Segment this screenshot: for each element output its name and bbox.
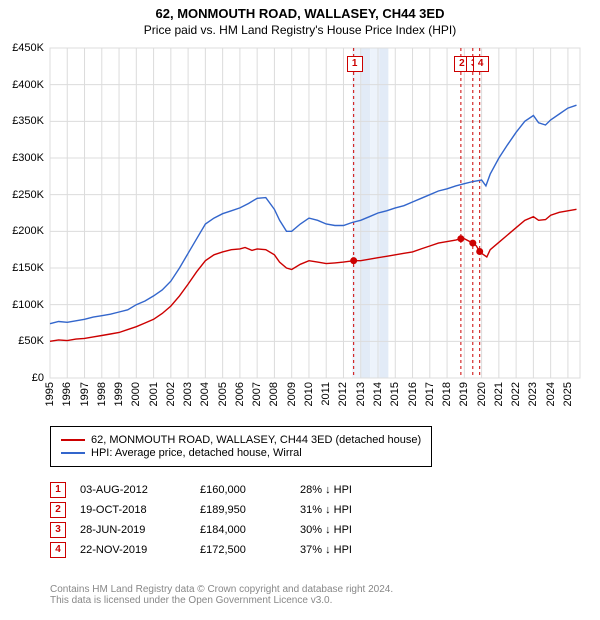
y-axis-label: £0 xyxy=(32,372,44,384)
x-axis-label: 2011 xyxy=(320,382,332,406)
event-number-box: 3 xyxy=(50,522,66,538)
x-axis-label: 2015 xyxy=(389,382,401,406)
x-axis-label: 2020 xyxy=(476,382,488,406)
x-axis-label: 2003 xyxy=(182,382,194,406)
legend-swatch xyxy=(61,439,85,441)
x-axis-label: 1997 xyxy=(79,382,91,406)
legend: 62, MONMOUTH ROAD, WALLASEY, CH44 3ED (d… xyxy=(50,426,432,467)
event-diff: 28% ↓ HPI xyxy=(300,484,400,496)
footer-line-2: This data is licensed under the Open Gov… xyxy=(50,595,393,606)
legend-label: 62, MONMOUTH ROAD, WALLASEY, CH44 3ED (d… xyxy=(91,434,421,446)
x-axis-label: 2001 xyxy=(148,382,160,406)
event-number-box: 2 xyxy=(50,502,66,518)
x-axis-label: 2012 xyxy=(337,382,349,406)
event-callout: 1 xyxy=(347,56,363,72)
price-chart xyxy=(0,0,590,388)
event-date: 22-NOV-2019 xyxy=(80,544,200,556)
y-axis-label: £350K xyxy=(12,115,44,127)
x-axis-label: 1998 xyxy=(96,382,108,406)
event-row: 1 03-AUG-2012£160,00028% ↓ HPI xyxy=(50,482,400,498)
x-axis-label: 1995 xyxy=(44,382,56,406)
event-row: 4 22-NOV-2019£172,50037% ↓ HPI xyxy=(50,542,400,558)
x-axis-label: 2010 xyxy=(303,382,315,406)
x-axis-label: 1996 xyxy=(61,382,73,406)
x-axis-label: 2023 xyxy=(527,382,539,406)
legend-item: HPI: Average price, detached house, Wirr… xyxy=(61,447,421,459)
legend-item: 62, MONMOUTH ROAD, WALLASEY, CH44 3ED (d… xyxy=(61,434,421,446)
event-date: 19-OCT-2018 xyxy=(80,504,200,516)
event-price: £172,500 xyxy=(200,544,300,556)
y-axis-label: £150K xyxy=(12,262,44,274)
x-axis-label: 2004 xyxy=(199,382,211,406)
x-axis-label: 2006 xyxy=(234,382,246,406)
x-axis-label: 1999 xyxy=(113,382,125,406)
chart-container: { "layout":{ "plot":{"left":50,"top":48,… xyxy=(0,0,600,620)
x-axis-label: 2016 xyxy=(407,382,419,406)
x-axis-label: 2019 xyxy=(458,382,470,406)
event-diff: 37% ↓ HPI xyxy=(300,544,400,556)
event-price: £184,000 xyxy=(200,524,300,536)
x-axis-label: 2007 xyxy=(251,382,263,406)
y-axis-label: £200K xyxy=(12,225,44,237)
event-price: £189,950 xyxy=(200,504,300,516)
y-axis-label: £250K xyxy=(12,189,44,201)
y-axis-label: £400K xyxy=(12,79,44,91)
x-axis-label: 2025 xyxy=(562,382,574,406)
event-date: 28-JUN-2019 xyxy=(80,524,200,536)
y-axis-label: £450K xyxy=(12,42,44,54)
x-axis-label: 2013 xyxy=(355,382,367,406)
footer-line-1: Contains HM Land Registry data © Crown c… xyxy=(50,584,393,595)
x-axis-label: 2018 xyxy=(441,382,453,406)
x-axis-label: 2014 xyxy=(372,382,384,406)
event-diff: 30% ↓ HPI xyxy=(300,524,400,536)
event-row: 2 19-OCT-2018£189,95031% ↓ HPI xyxy=(50,502,400,518)
x-axis-label: 2009 xyxy=(286,382,298,406)
event-number-box: 4 xyxy=(50,542,66,558)
x-axis-label: 2022 xyxy=(510,382,522,406)
event-number-box: 1 xyxy=(50,482,66,498)
x-axis-label: 2017 xyxy=(424,382,436,406)
x-axis-label: 2000 xyxy=(130,382,142,406)
y-axis-label: £300K xyxy=(12,152,44,164)
event-row: 3 28-JUN-2019£184,00030% ↓ HPI xyxy=(50,522,400,538)
x-axis-label: 2008 xyxy=(268,382,280,406)
x-axis-label: 2021 xyxy=(493,382,505,406)
event-diff: 31% ↓ HPI xyxy=(300,504,400,516)
legend-label: HPI: Average price, detached house, Wirr… xyxy=(91,447,302,459)
event-price: £160,000 xyxy=(200,484,300,496)
x-axis-label: 2002 xyxy=(165,382,177,406)
y-axis-label: £100K xyxy=(12,299,44,311)
footer: Contains HM Land Registry data © Crown c… xyxy=(50,584,393,606)
event-date: 03-AUG-2012 xyxy=(80,484,200,496)
x-axis-label: 2024 xyxy=(545,382,557,406)
legend-swatch xyxy=(61,452,85,454)
event-callout: 4 xyxy=(473,56,489,72)
y-axis-label: £50K xyxy=(18,335,44,347)
x-axis-label: 2005 xyxy=(217,382,229,406)
events-table: 1 03-AUG-2012£160,00028% ↓ HPI 2 19-OCT-201… xyxy=(50,478,400,562)
